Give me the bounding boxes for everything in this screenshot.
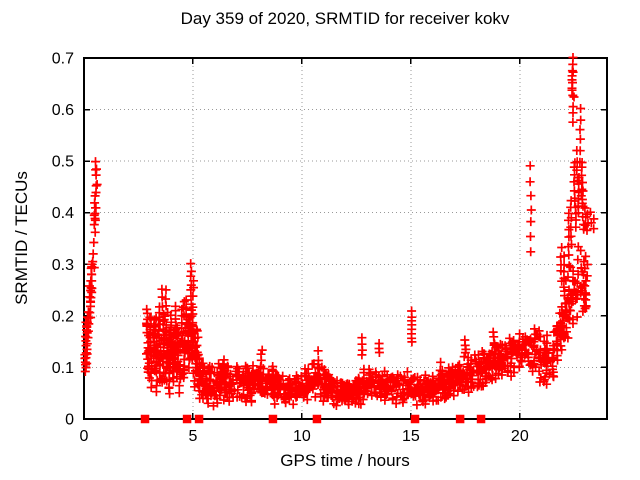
y-tick-label: 0.2 — [52, 308, 74, 325]
y-tick-label: 0 — [65, 412, 74, 429]
zero-flag-marker — [140, 414, 150, 424]
zero-flag-marker — [194, 414, 204, 424]
x-tick-label: 0 — [80, 428, 89, 445]
zero-flag-marker — [182, 414, 192, 424]
chart-title: Day 359 of 2020, SRMTID for receiver kok… — [180, 9, 510, 28]
y-tick-label: 0.4 — [52, 205, 74, 222]
zero-flag-marker — [410, 414, 420, 424]
grid-lines — [84, 58, 607, 419]
zero-flag-marker — [476, 414, 486, 424]
x-axis-label: GPS time / hours — [280, 451, 410, 470]
x-tick-label: 15 — [402, 428, 420, 445]
x-tick-label: 20 — [511, 428, 529, 445]
plot-border — [83, 57, 608, 420]
y-tick-label: 0.1 — [52, 360, 74, 377]
y-tick-label: 0.3 — [52, 257, 74, 274]
y-tick-label: 0.5 — [52, 154, 74, 171]
x-tick-label: 5 — [189, 428, 198, 445]
scatter-points — [80, 53, 599, 411]
zero-flag-marker — [268, 414, 278, 424]
zero-flag-marker — [455, 414, 465, 424]
x-tick-label: 10 — [293, 428, 311, 445]
y-tick-label: 0.6 — [52, 102, 74, 119]
y-tick-label: 0.7 — [52, 51, 74, 68]
zero-flag-marker — [312, 414, 322, 424]
